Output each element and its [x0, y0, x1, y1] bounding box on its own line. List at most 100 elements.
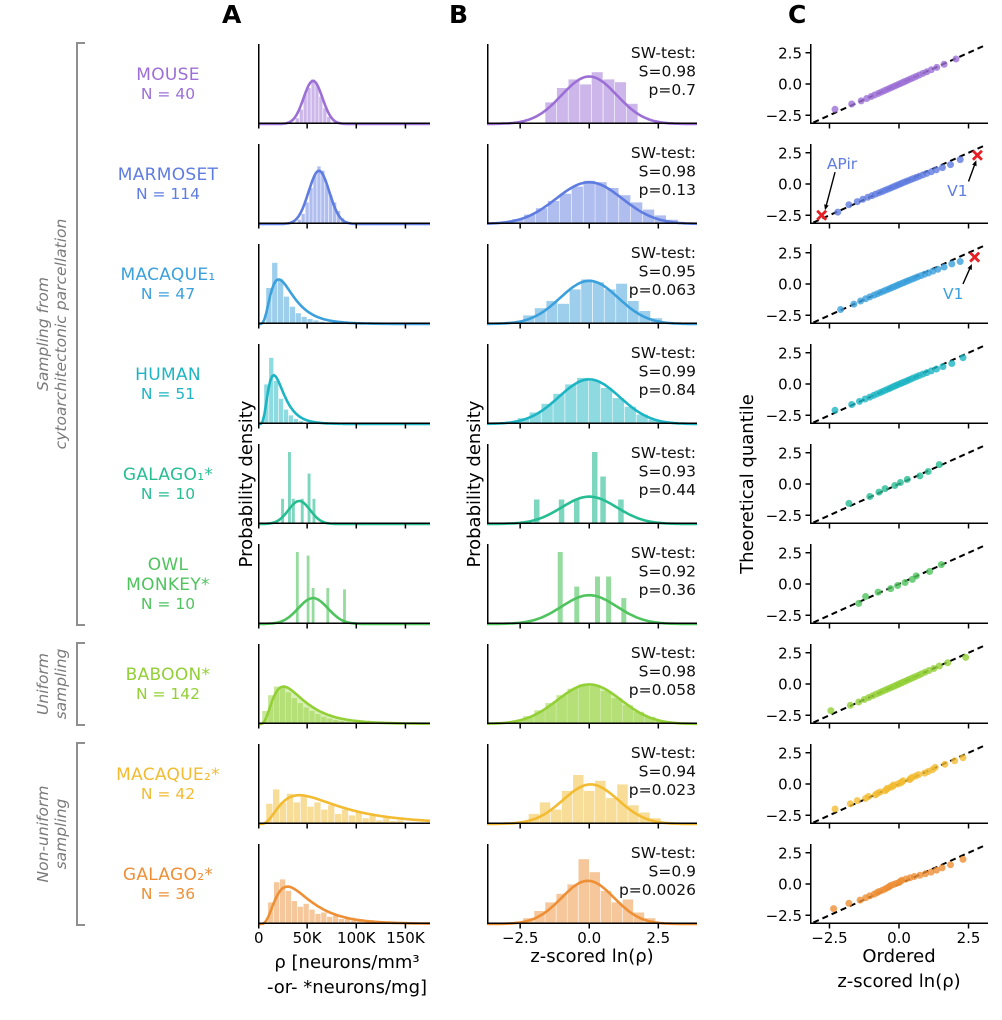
x-axis-label-c-line2: z-scored ln(ρ) [837, 971, 961, 992]
species-name: GALAGO₁* [122, 464, 214, 485]
x-axis-label-b: z-scored ln(ρ) [530, 946, 654, 967]
y-tick-label: 2.5 [778, 744, 802, 762]
y-tick-label: 0.0 [778, 376, 802, 394]
histogram-panel-b: −2.5 0.0 2.5 SW-test:S=0.9p=0.0026 [487, 844, 697, 947]
qq-points [831, 55, 960, 113]
histogram-panel-b: SW-test:S=0.98p=0.7 [487, 44, 697, 129]
figure-row: MOUSE N = 40 SW-test: S=0.98 p=0.7 2.5 0.0 −2.5 [0, 43, 1002, 150]
sw-test-text: SW-test: [631, 344, 696, 362]
sw-test-text: S=0.99 [639, 363, 696, 381]
qq-panel: 2.5 0.0 −2.5 [766, 343, 988, 429]
qq-panel: 2.5 0.0 −2.5 −2.5 0.0 2.5 [766, 843, 988, 947]
species-name: MOUSE [136, 64, 200, 85]
x-axis-label-a: ρ [neurons/mm³ -or- *neurons/mg] [252, 950, 442, 1000]
y-tick-label: 0.0 [778, 576, 802, 594]
x-tick-label: 150K [386, 929, 426, 947]
sw-test-text: p=0.063 [629, 281, 696, 299]
sw-test-text: SW-test: [631, 644, 696, 662]
y-tick-label: −2.5 [766, 507, 802, 525]
x-tick-label: 0.0 [577, 929, 601, 947]
x-axis-label-c: Ordered z-scored ln(ρ) [799, 944, 999, 994]
sw-test-text: S=0.95 [639, 263, 696, 281]
sw-test-text: SW-test: [631, 244, 696, 262]
y-tick-label: 2.5 [778, 344, 802, 362]
y-tick-label: 0.0 [778, 676, 802, 694]
species-label: MACAQUE₁ N = 47 [84, 244, 252, 324]
y-tick-label: 0.0 [778, 876, 802, 894]
y-tick-label: −2.5 [766, 407, 802, 425]
species-name: MACAQUE₁ [120, 264, 216, 285]
sw-test-text: S=0.98 [639, 163, 696, 181]
x-axis-label-c-line1: Ordered [862, 946, 936, 967]
figure-row: MACAQUE₁ N = 47 SW-test: S=0.95 p=0.063 V1 2.5… [0, 243, 1002, 350]
qq-panel: 2.5 0.0 −2.5 [766, 443, 988, 529]
histogram-panel-b: SW-test:S=0.99p=0.84 [487, 344, 697, 429]
species-sample-size: N = 10 [140, 594, 196, 613]
species-label: MOUSE N = 40 [84, 44, 252, 124]
species-sample-size: N = 40 [140, 84, 196, 103]
qq-points [845, 461, 943, 507]
y-tick-label: −2.5 [766, 707, 802, 725]
y-tick-label: −2.5 [766, 307, 802, 325]
x-tick-label: 50K [293, 929, 323, 947]
qq-points [831, 754, 967, 813]
histogram-panel-a [258, 744, 431, 829]
region-annotation: APir [827, 155, 858, 173]
species-sample-size: N = 42 [140, 784, 196, 803]
histogram-panel-a [258, 244, 430, 329]
sw-test-text: S=0.98 [639, 663, 696, 681]
histogram-panel-a [258, 444, 430, 529]
outlier-x-marker [816, 209, 828, 221]
sw-test-text: p=0.023 [629, 781, 696, 799]
histogram-panel-a [258, 544, 430, 629]
species-sample-size: N = 142 [135, 684, 201, 703]
y-tick-label: 2.5 [778, 544, 802, 562]
qq-points [834, 156, 964, 216]
species-label: BABOON* N = 142 [84, 644, 252, 724]
figure-row: HUMAN N = 51 SW-test: S=0.99 p=0.84 2.5 0.0 −2.… [0, 343, 1002, 450]
panel-label-c: C [788, 0, 807, 29]
sw-test-text: S=0.98 [639, 63, 696, 81]
y-tick-label: −2.5 [766, 907, 802, 925]
qq-panel: 2.5 0.0 −2.5 [766, 43, 988, 129]
y-tick-label: 0.0 [778, 776, 802, 794]
y-tick-label: 0.0 [778, 76, 802, 94]
sw-test-text: SW-test: [631, 744, 696, 762]
species-name: MONKEY* [126, 574, 210, 595]
figure-row: MACAQUE₂* N = 42 SW-test: S=0.94 p=0.023 2.5 0… [0, 743, 1002, 850]
group-bracket [76, 742, 85, 926]
species-name: MACAQUE₂* [116, 764, 220, 785]
figure-row: BABOON* N = 142 SW-test: S=0.98 p=0.058 2.5 0.… [0, 643, 1002, 750]
x-tick-label: 0.0 [887, 929, 911, 947]
x-axis-label-a-line2: -or- *neurons/mg] [266, 977, 428, 998]
histogram-panel-b: SW-test:S=0.94p=0.023 [487, 744, 697, 829]
sw-test-text: S=0.93 [639, 463, 696, 481]
y-tick-label: 0.0 [778, 276, 802, 294]
species-label: MACAQUE₂* N = 42 [84, 744, 252, 824]
histogram-panel-b: SW-test:S=0.98p=0.058 [486, 644, 698, 729]
figure-row: OWL MONKEY* N = 10 SW-test: S=0.92 p=0.36 2.5 0… [0, 543, 1002, 650]
outlier-x-marker [971, 149, 983, 161]
histogram-panel-a [258, 44, 430, 129]
histogram-panel-a [258, 144, 430, 229]
x-tick-label: −2.5 [811, 929, 847, 947]
y-tick-label: 2.5 [778, 244, 802, 262]
group-bracket [76, 42, 85, 626]
x-tick-label: −2.5 [502, 929, 538, 947]
sw-test-text: S=0.92 [639, 563, 696, 581]
x-tick-label: 0 [254, 929, 264, 947]
panel-label-a: A [222, 0, 242, 29]
qq-points [837, 258, 964, 313]
y-tick-label: 0.0 [778, 176, 802, 194]
y-tick-label: 2.5 [778, 444, 802, 462]
species-name: GALAGO₂* [122, 864, 214, 885]
species-label: MARMOSET N = 114 [84, 144, 252, 224]
histogram-panel-a [258, 644, 431, 729]
qq-points [831, 354, 967, 414]
qq-points [830, 855, 967, 913]
qq-panel: 2.5 0.0 −2.5 [766, 543, 988, 629]
species-label: GALAGO₂* N = 36 [84, 844, 252, 924]
sw-test-text: p=0.0026 [619, 881, 696, 899]
species-name: MARMOSET [117, 164, 219, 185]
